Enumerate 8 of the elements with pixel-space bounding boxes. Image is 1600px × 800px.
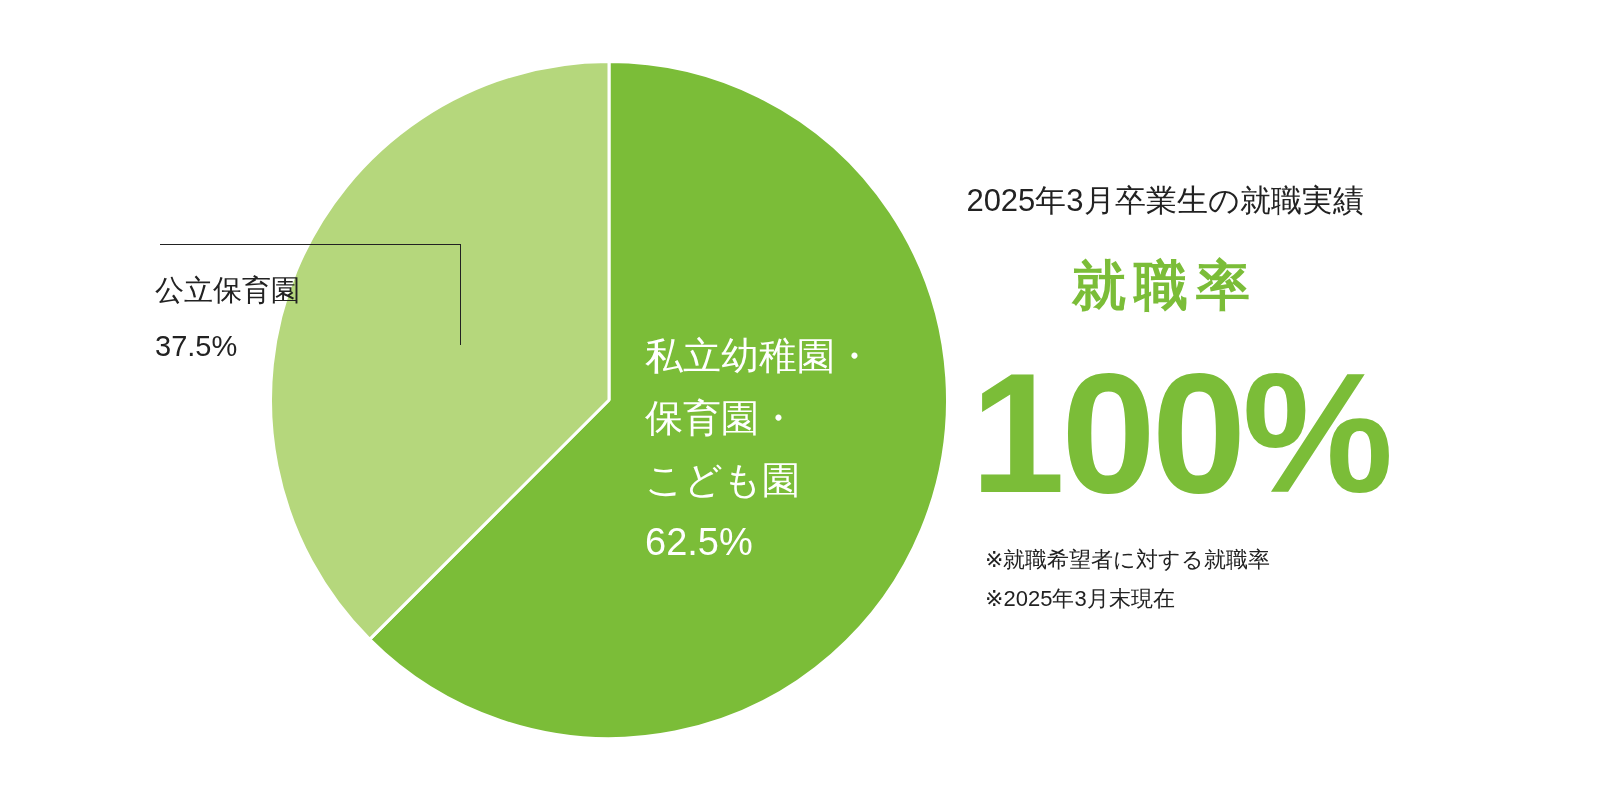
text: 100% [969, 337, 1391, 530]
text: 就職率 [1071, 254, 1259, 317]
data-label: 62.5% [645, 520, 754, 565]
data-label: 37.5% [155, 329, 239, 364]
text: 2025年3月卒業生の就職実績 [965, 182, 1365, 220]
slice-label: 私立幼稚園・保育園・こども園 [645, 334, 873, 503]
text: ※2025年3月末現在 [985, 585, 1175, 613]
text: ※就職希望者に対する就職率 [985, 546, 1271, 574]
